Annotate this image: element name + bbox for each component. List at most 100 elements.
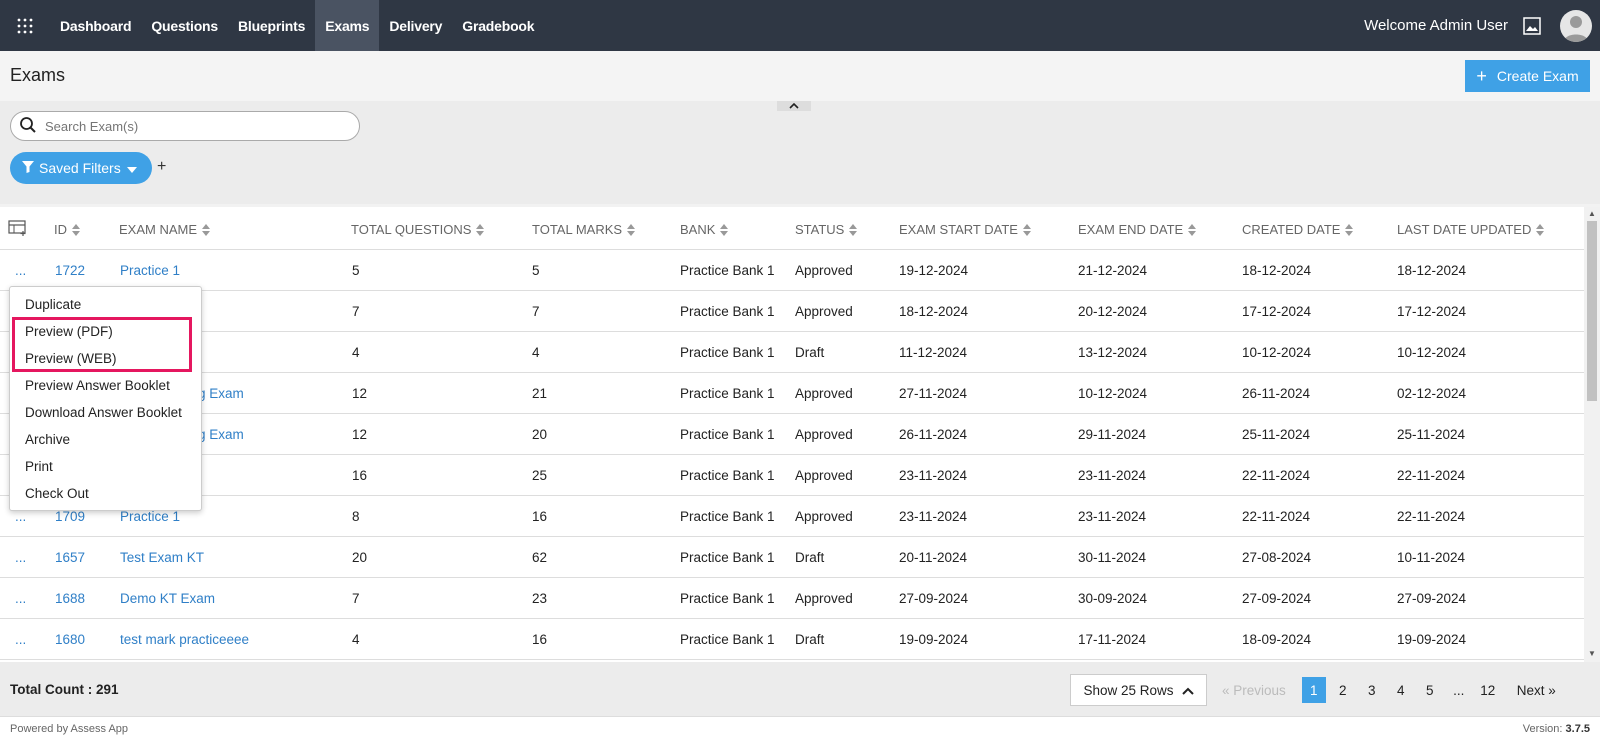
add-filter-button[interactable]: + [157,158,167,175]
cell-exam-end-date: 10-12-2024 [1078,386,1148,401]
cell-exam-start-date: 19-12-2024 [899,263,969,278]
menu-item-preview-answer-booklet[interactable]: Preview Answer Booklet [25,378,170,393]
exam-name-link[interactable]: Demo KT Exam [120,591,216,606]
col-header-bank[interactable]: BANK [680,222,729,237]
cell-created-date: 27-09-2024 [1242,591,1312,606]
collapse-filters-toggle[interactable] [777,101,811,111]
apps-grid-icon[interactable] [0,0,50,51]
cell-exam-start-date: 23-11-2024 [899,468,968,483]
scroll-up-icon[interactable]: ▲ [1588,209,1596,218]
row-actions-button[interactable]: ... [15,550,27,565]
exam-name-link[interactable]: g Exam [198,386,244,401]
nav-questions[interactable]: Questions [151,17,218,34]
search-icon [19,116,37,137]
col-header-id[interactable]: ID [54,222,80,237]
nav-gradebook[interactable]: Gradebook [462,17,535,34]
page-button-2[interactable]: 2 [1339,682,1347,698]
cell-bank: Practice Bank 1 [680,263,775,278]
page-button-12[interactable]: 12 [1480,682,1496,698]
col-header-created-date[interactable]: CREATED DATE [1242,222,1354,237]
exam-id-link[interactable]: 1680 [55,632,86,647]
col-header-exam-end-date[interactable]: EXAM END DATE [1078,222,1197,237]
page-button-1[interactable]: 1 [1301,677,1326,703]
page-button-5[interactable]: 5 [1426,682,1434,698]
cell-total-marks: 4 [532,345,540,360]
search-input[interactable] [45,118,335,134]
menu-item-preview-pdf[interactable]: Preview (PDF) [25,324,113,339]
exam-name-link[interactable]: Practice 1 [120,509,181,524]
page-button-3[interactable]: 3 [1368,682,1376,698]
col-header-exam-name[interactable]: EXAM NAME [119,222,211,237]
highlight-box [12,317,192,372]
exam-name-link[interactable]: g Exam [198,427,244,442]
exams-table: ID EXAM NAME TOTAL QUESTIONS TOTAL MARKS… [0,207,1600,662]
menu-item-download-answer-booklet[interactable]: Download Answer Booklet [25,405,182,420]
menu-item-duplicate[interactable]: Duplicate [25,297,82,312]
table-row: ... 1709 Practice 1 8 16 Practice Bank 1 Appro… [0,496,1584,537]
exam-name-link[interactable]: test mark practiceeee [120,632,250,647]
row-actions-button[interactable]: ... [15,632,27,647]
cell-bank: Practice Bank 1 [680,386,775,401]
col-header-exam-start-date[interactable]: EXAM START DATE [899,222,1031,237]
exam-id-link[interactable]: 1688 [55,591,86,606]
powered-by-text: Powered by Assess App [10,723,129,735]
menu-item-print[interactable]: Print [25,459,53,474]
col-header-label: EXAM START DATE [899,222,1018,237]
create-exam-button[interactable]: + Create Exam [1465,60,1590,92]
chevron-up-icon [789,103,799,109]
page-button-4[interactable]: 4 [1397,682,1405,698]
previous-page-button[interactable]: « Previous [1222,682,1286,698]
sort-icon [720,223,729,236]
search-box[interactable] [10,111,360,141]
menu-item-archive[interactable]: Archive [25,432,71,447]
next-page-button[interactable]: Next » [1516,682,1556,698]
exam-id-link[interactable]: 1709 [55,509,86,524]
nav-delivery[interactable]: Delivery [389,17,443,34]
cell-exam-end-date: 23-11-2024 [1078,509,1147,524]
exam-name-link[interactable]: Practice 1 [120,263,181,278]
cell-total-questions: 7 [352,591,360,606]
cell-exam-end-date: 20-12-2024 [1078,304,1148,319]
table-scrollbar[interactable]: ▲ ▼ [1584,207,1600,662]
user-avatar-icon[interactable] [1560,9,1592,42]
exam-id-link[interactable]: 1657 [55,550,86,565]
sort-icon [1188,223,1197,236]
cell-total-marks: 20 [532,427,548,442]
chevron-up-icon [1181,683,1194,698]
cell-status: Approved [795,263,853,278]
columns-icon[interactable] [8,220,28,236]
row-actions-button[interactable]: ... [15,263,27,278]
image-icon[interactable] [1522,16,1542,36]
page-title: Exams [10,65,66,85]
menu-item-check-out[interactable]: Check Out [25,486,89,501]
cell-status: Approved [795,304,853,319]
exam-id-link[interactable]: 1722 [55,263,86,278]
nav-dashboard[interactable]: Dashboard [60,17,132,34]
plus-icon: + [1476,66,1487,86]
col-header-total-marks[interactable]: TOTAL MARKS [532,222,636,237]
exam-name-link[interactable]: Test Exam KT [120,550,205,565]
cell-status: Draft [795,345,825,360]
rows-per-page-select[interactable]: Show 25 Rows [1070,674,1207,706]
scroll-down-icon[interactable]: ▼ [1588,649,1596,658]
col-header-status[interactable]: STATUS [795,222,858,237]
col-header-last-date-updated[interactable]: LAST DATE UPDATED [1397,222,1545,237]
row-actions-button[interactable]: ... [15,509,27,524]
col-header-label: EXAM NAME [119,222,198,237]
col-header-total-questions[interactable]: TOTAL QUESTIONS [351,222,485,237]
cell-bank: Practice Bank 1 [680,345,775,360]
saved-filters-button[interactable]: Saved Filters [10,152,152,184]
cell-bank: Practice Bank 1 [680,591,775,606]
row-actions-button[interactable]: ... [15,591,27,606]
cell-total-questions: 12 [352,427,368,442]
nav-exams[interactable]: Exams [315,0,380,51]
cell-total-marks: 25 [532,468,548,483]
cell-last-date-updated: 02-12-2024 [1397,386,1467,401]
cell-bank: Practice Bank 1 [680,632,775,647]
menu-item-preview-web[interactable]: Preview (WEB) [25,351,117,366]
nav-blueprints[interactable]: Blueprints [237,17,306,34]
scroll-thumb[interactable] [1587,221,1597,401]
